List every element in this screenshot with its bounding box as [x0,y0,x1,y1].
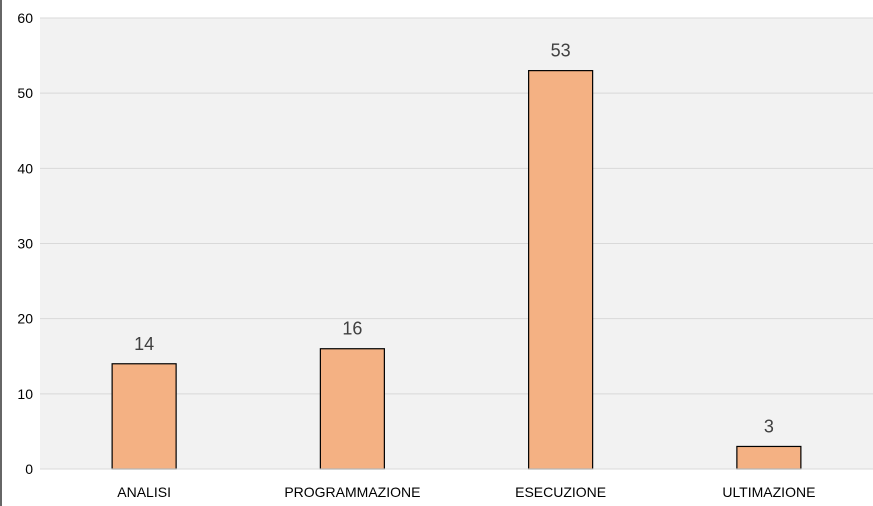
y-axis-ticks: 0 10 20 30 40 50 60 [17,10,33,477]
y-tick-label: 60 [17,10,33,26]
bar-programmazione [319,348,385,470]
x-tick-label: PROGRAMMAZIONE [284,484,420,500]
y-tick-label: 50 [17,85,33,101]
bar-esecuzione [528,70,594,470]
y-tick-label: 30 [17,236,33,252]
data-labels: 14 16 53 3 [134,41,774,437]
bars [111,70,802,470]
bar-ultimazione [736,445,802,470]
data-label: 3 [764,416,774,436]
data-label: 53 [551,41,571,61]
y-tick-label: 10 [17,386,33,402]
y-tick-label: 40 [17,160,33,176]
data-label: 16 [342,319,362,339]
x-axis-ticks: ANALISI PROGRAMMAZIONE ESECUZIONE ULTIMAZIO… [117,484,815,500]
x-tick-label: ESECUZIONE [515,484,606,500]
y-tick-label: 0 [25,461,33,477]
y-tick-label: 20 [17,311,33,327]
gridlines [40,17,873,395]
data-label: 14 [134,334,154,354]
x-tick-label: ANALISI [117,484,171,500]
bar-analisi [111,363,177,470]
x-tick-label: ULTIMAZIONE [722,484,815,500]
